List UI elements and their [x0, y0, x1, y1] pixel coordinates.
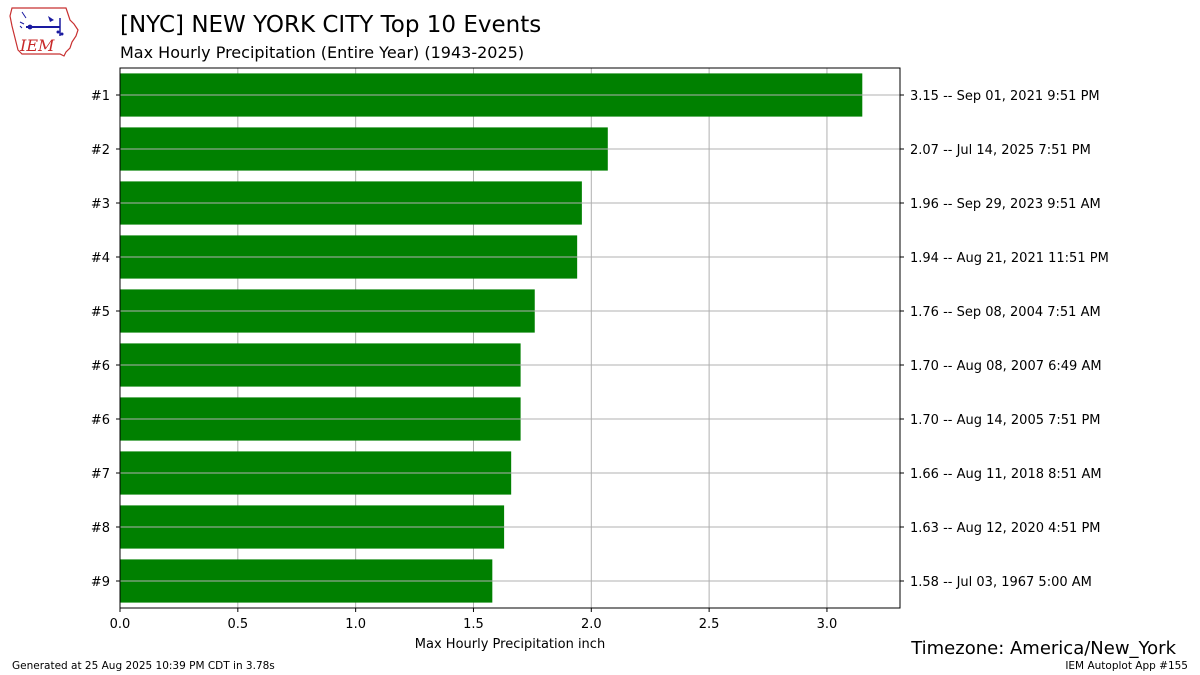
y-tick-label: #4 — [91, 251, 110, 266]
y-tick-label: #5 — [91, 305, 110, 320]
right-event-label: 1.66 -- Aug 11, 2018 8:51 AM — [910, 467, 1102, 482]
plot-frame — [119, 67, 901, 609]
right-event-label: 3.15 -- Sep 01, 2021 9:51 PM — [910, 89, 1100, 104]
y-tick-label: #8 — [91, 521, 110, 536]
bars — [120, 73, 863, 603]
x-tick-label: 0.5 — [227, 617, 248, 632]
x-tick-label: 3.0 — [817, 617, 838, 632]
y-tick-label: #2 — [91, 143, 110, 158]
right-event-label: 1.76 -- Sep 08, 2004 7:51 AM — [910, 305, 1101, 320]
timezone-label: Timezone: America/New_York — [911, 638, 1176, 659]
iem-logo: IEM — [9, 7, 79, 57]
right-event-label: 1.96 -- Sep 29, 2023 9:51 AM — [910, 197, 1101, 212]
x-tick-label: 0.0 — [110, 617, 131, 632]
right-event-label: 1.70 -- Aug 14, 2005 7:51 PM — [910, 413, 1101, 428]
right-event-label: 2.07 -- Jul 14, 2025 7:51 PM — [910, 143, 1091, 158]
horizontal-gridlines — [120, 94, 900, 582]
right-event-label: 1.63 -- Aug 12, 2020 4:51 PM — [910, 521, 1101, 536]
right-event-label: 1.94 -- Aug 21, 2021 11:51 PM — [910, 251, 1109, 266]
chart-title: [NYC] NEW YORK CITY Top 10 Events — [120, 12, 542, 38]
app-label: IEM Autoplot App #155 — [1065, 660, 1188, 672]
x-tick-label: 2.0 — [581, 617, 602, 632]
y-tick-label: #1 — [91, 89, 110, 104]
right-event-label: 1.58 -- Jul 03, 1967 5:00 AM — [910, 575, 1092, 590]
x-tick-label: 1.5 — [463, 617, 484, 632]
right-event-label: 1.70 -- Aug 08, 2007 6:49 AM — [910, 359, 1102, 374]
y-tick-label: #3 — [91, 197, 110, 212]
y-tick-label: #6 — [91, 359, 110, 374]
x-axis-label: Max Hourly Precipitation inch — [415, 637, 605, 652]
generated-timestamp: Generated at 25 Aug 2025 10:39 PM CDT in… — [12, 660, 275, 672]
y-tick-label: #6 — [91, 413, 110, 428]
x-tick-label: 2.5 — [699, 617, 720, 632]
chart-subtitle: Max Hourly Precipitation (Entire Year) (… — [120, 43, 525, 62]
y-tick-label: #7 — [91, 467, 110, 482]
logo-text: IEM — [19, 36, 55, 55]
axes: 0.0 0.5 1.0 1.5 2.0 2.5 3.0 #1 3.15 -- Sep 01, 2… — [91, 89, 1109, 632]
x-tick-label: 1.0 — [345, 617, 366, 632]
y-tick-label: #9 — [91, 575, 110, 590]
